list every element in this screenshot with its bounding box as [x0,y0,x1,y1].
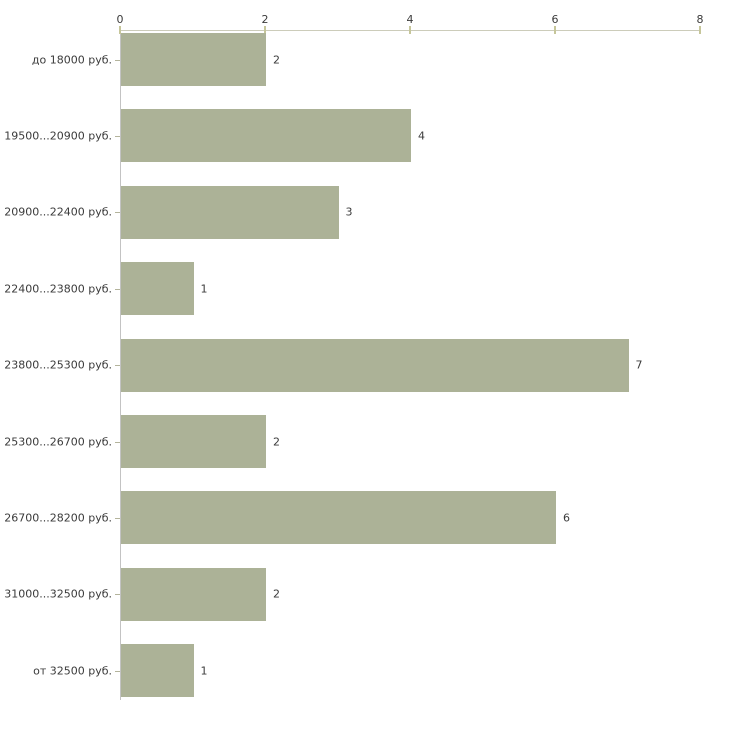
x-axis-tick-label: 6 [551,13,559,26]
value-label: 2 [273,587,280,601]
category-tick [115,518,120,519]
value-label: 7 [635,358,643,372]
x-axis-tick [409,26,411,34]
category-label: до 18000 руб. [31,53,112,66]
value-label: 2 [273,53,280,66]
bar [121,415,266,468]
value-label: 4 [418,129,425,143]
category-tick [115,212,120,213]
bar [121,33,266,86]
bar [121,338,629,392]
y-axis [120,30,121,700]
category-tick [115,289,120,290]
category-label: 25300...26700 руб. [4,435,112,448]
category-tick [115,594,120,595]
bar [121,567,266,621]
x-axis-tick [119,26,121,34]
bar [121,109,411,163]
category-tick [115,60,120,61]
category-tick [115,365,120,366]
bar [121,185,339,239]
bar [121,491,556,545]
value-label: 3 [345,205,353,219]
value-label: 1 [200,664,208,678]
x-axis-tick-label: 2 [261,13,269,26]
x-axis-tick-label: 0 [116,13,124,26]
value-label: 1 [200,282,208,296]
category-label: 26700...28200 руб. [4,511,112,525]
x-axis-tick [554,26,556,34]
category-label: от 32500 руб. [33,664,112,678]
x-axis-tick-label: 4 [406,13,414,26]
category-label: 31000...32500 руб. [4,587,112,601]
category-tick [115,671,120,672]
bar [121,644,194,698]
category-label: 23800...25300 руб. [4,358,112,372]
category-tick [115,136,120,137]
category-label: 22400...23800 руб. [4,282,112,296]
x-axis-tick [264,26,266,34]
value-label: 2 [273,435,280,448]
x-axis-tick-label: 8 [696,13,704,26]
x-axis-tick [699,26,701,34]
category-label: 19500...20900 руб. [4,129,112,143]
category-tick [115,442,120,443]
bar [121,262,194,316]
value-label: 6 [563,511,570,525]
category-label: 20900...22400 руб. [4,205,112,219]
